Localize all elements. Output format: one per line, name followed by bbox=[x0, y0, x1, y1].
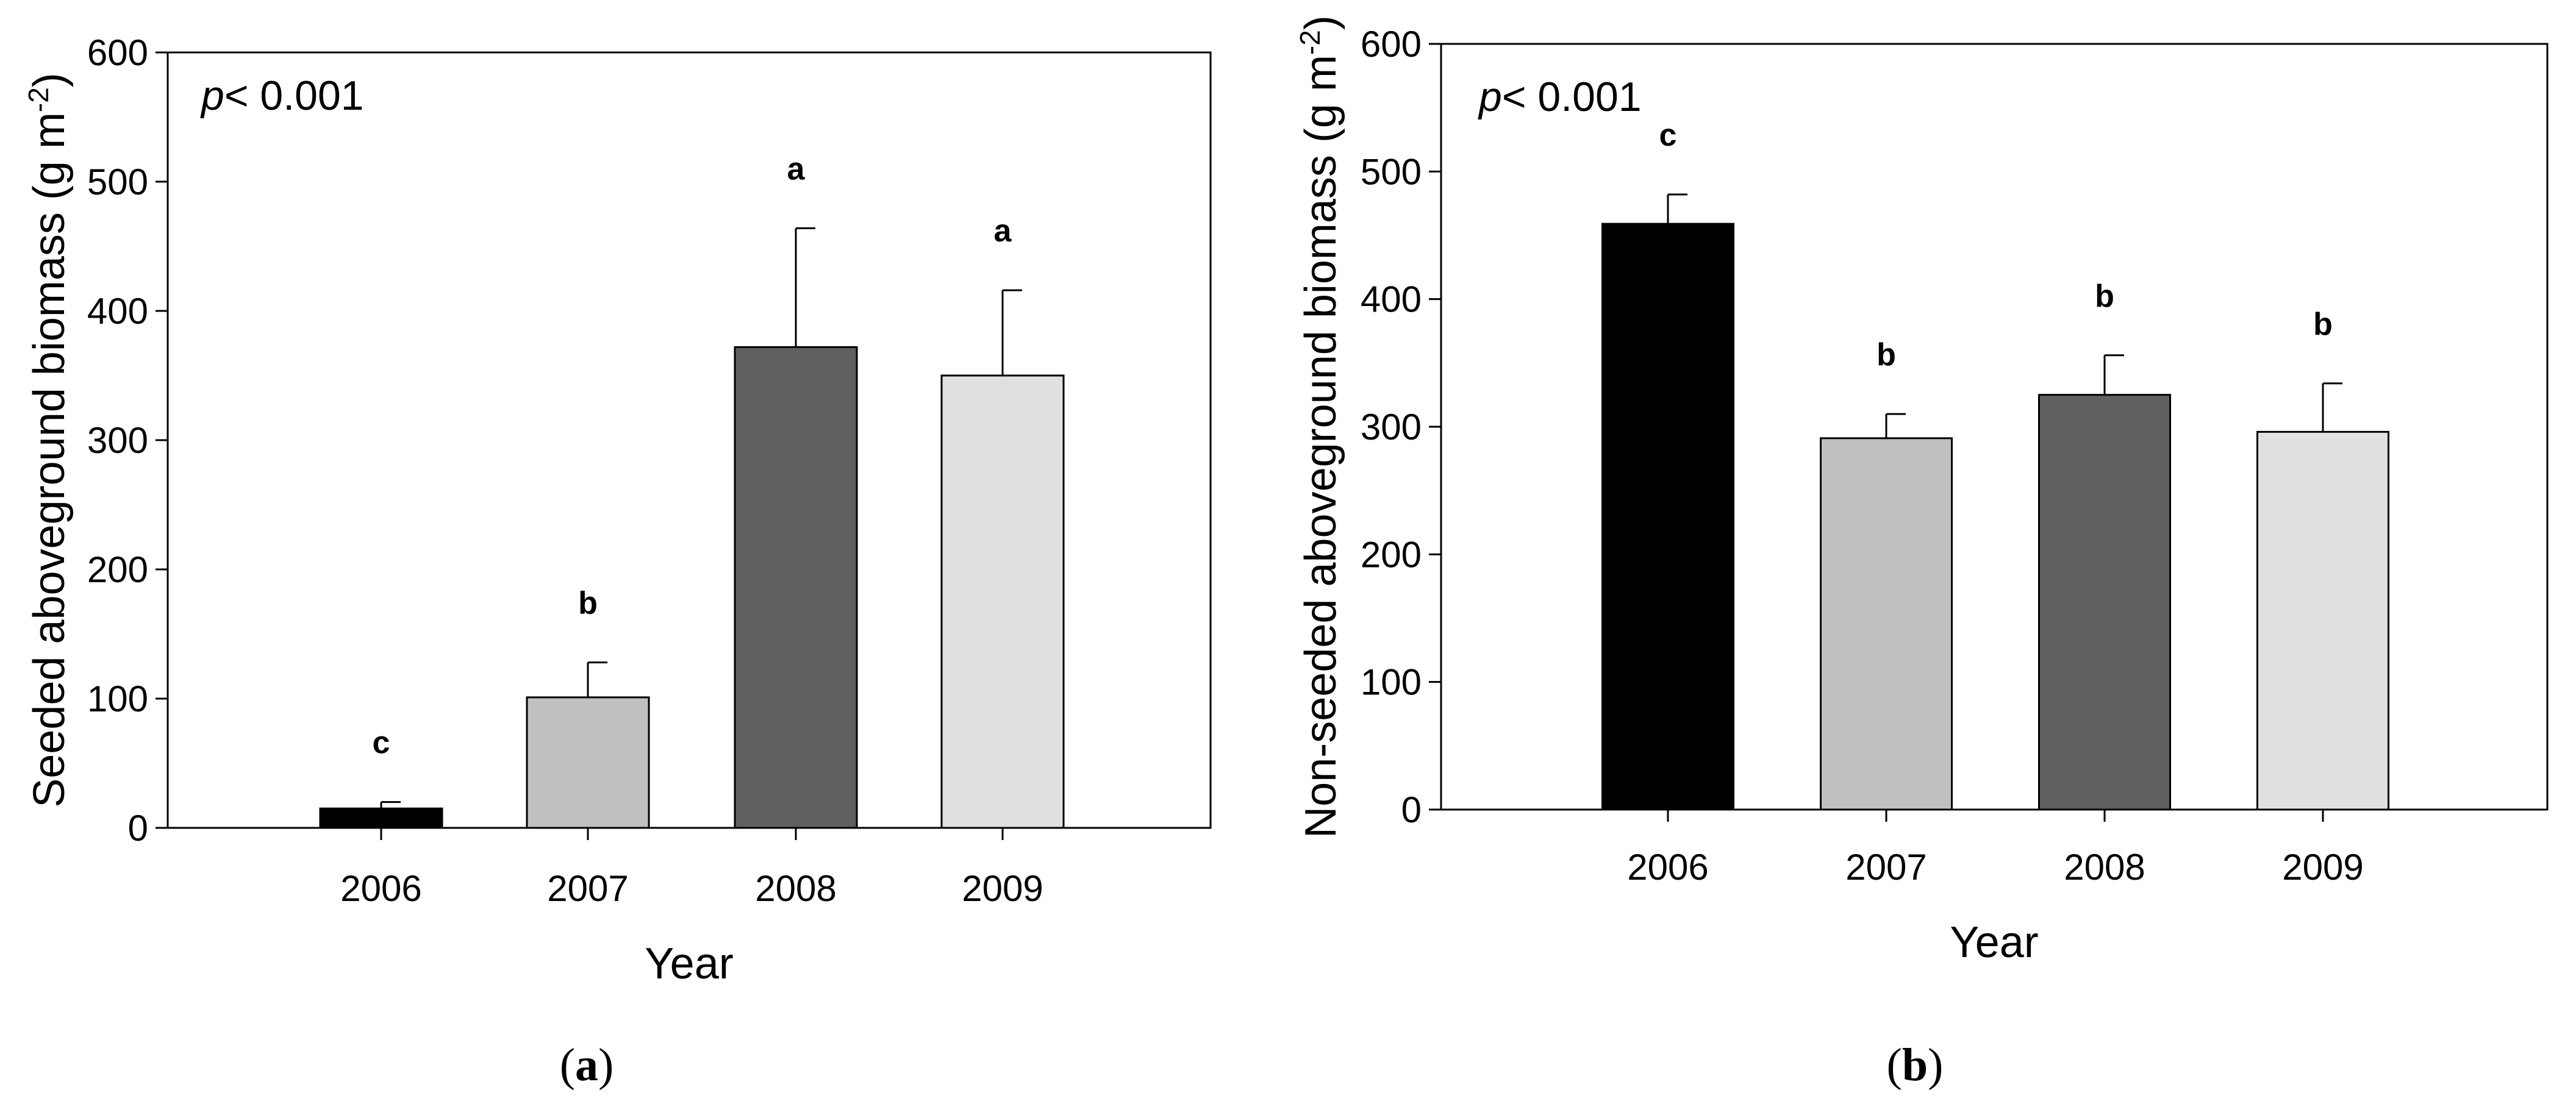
x-axis-title: Year bbox=[1950, 918, 2038, 967]
panel-b: 0 100 200 300 400 500 600 c 2006 b 2007 b 2008 b 2009 Y… bbox=[1294, 15, 2549, 967]
caption-b: (b) bbox=[1887, 1039, 1944, 1091]
x-tick-label: 2009 bbox=[962, 868, 1043, 909]
bar-2006 bbox=[1601, 223, 1734, 811]
y-tick-label: 500 bbox=[87, 162, 148, 202]
y-tick-label: 300 bbox=[1361, 407, 1422, 447]
significance-letter: c bbox=[373, 725, 390, 761]
y-tick-label: 400 bbox=[87, 291, 148, 332]
bar-2007 bbox=[526, 696, 650, 829]
panel-a: 0 100 200 300 400 500 600 c 2006 b 2007 a 2008 a 2009 Y… bbox=[23, 32, 1212, 988]
bar-2008 bbox=[734, 346, 858, 829]
y-tick-label: 100 bbox=[87, 679, 148, 719]
y-tick-label: 600 bbox=[87, 32, 148, 73]
x-tick-label: 2009 bbox=[2282, 847, 2363, 888]
significance-letter: a bbox=[787, 151, 806, 187]
x-tick-label: 2008 bbox=[2064, 847, 2145, 888]
x-axis-title: Year bbox=[645, 939, 733, 988]
bar-2009 bbox=[940, 374, 1065, 829]
y-tick-label: 500 bbox=[1361, 151, 1422, 192]
y-tick-label: 0 bbox=[1401, 789, 1422, 830]
y-tick-label: 600 bbox=[1361, 24, 1422, 65]
p-value: p< 0.001 bbox=[200, 73, 364, 119]
y-axis-title: Non-seeded aboveground biomass (g m-2) bbox=[1294, 15, 1345, 838]
y-tick-label: 0 bbox=[128, 808, 148, 849]
x-tick-label: 2008 bbox=[755, 868, 836, 909]
significance-letter: b bbox=[2095, 279, 2114, 314]
y-axis-title: Seeded aboveground biomass (g m-2) bbox=[23, 73, 74, 808]
significance-letter: b bbox=[2313, 307, 2333, 342]
significance-letter: a bbox=[994, 213, 1012, 249]
significance-letter: c bbox=[1659, 118, 1677, 153]
bar-2008 bbox=[2038, 394, 2171, 811]
x-tick-label: 2006 bbox=[1627, 847, 1708, 888]
p-value: p< 0.001 bbox=[1478, 74, 1642, 120]
bar-2007 bbox=[1820, 437, 1953, 811]
y-tick-label: 300 bbox=[87, 420, 148, 461]
x-tick-label: 2007 bbox=[547, 868, 628, 909]
caption-a: (a) bbox=[560, 1039, 614, 1091]
bar-2006 bbox=[319, 807, 443, 829]
x-tick-label: 2007 bbox=[1845, 847, 1927, 888]
y-tick-label: 400 bbox=[1361, 279, 1422, 320]
bar-2009 bbox=[2256, 430, 2389, 811]
y-tick-label: 200 bbox=[87, 549, 148, 590]
significance-letter: b bbox=[1877, 337, 1896, 372]
y-tick-label: 200 bbox=[1361, 534, 1422, 575]
significance-letter: b bbox=[578, 586, 598, 621]
x-tick-label: 2006 bbox=[340, 868, 421, 909]
y-tick-label: 100 bbox=[1361, 662, 1422, 703]
